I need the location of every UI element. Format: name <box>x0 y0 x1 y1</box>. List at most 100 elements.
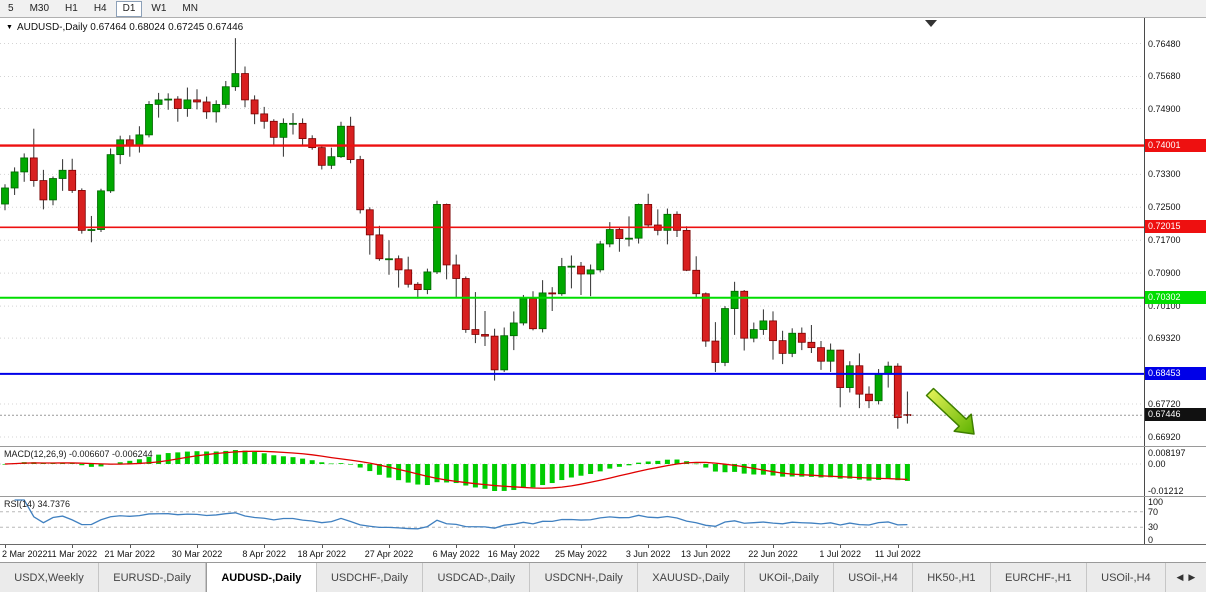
macd-histogram-bar <box>261 453 267 465</box>
chart-tab-usdxweekly[interactable]: USDX,Weekly <box>0 563 99 592</box>
rsi-indicator-label: RSI(14) 34.7376 <box>4 499 71 509</box>
macd-histogram-bar <box>175 452 181 465</box>
macd-histogram-bar <box>597 464 603 472</box>
macd-axis[interactable]: 0.008197 0.00 -0.01212 <box>1144 447 1206 496</box>
candle-body <box>433 204 441 273</box>
tabs-scroll-right-icon[interactable]: ▶ <box>1188 572 1196 582</box>
macd-axis-label: 0.008197 <box>1148 448 1186 458</box>
macd-histogram-bar <box>722 464 728 473</box>
macd-histogram-bar <box>376 464 382 475</box>
timeframe-button-w1[interactable]: W1 <box>151 2 167 14</box>
timeframe-button-d1[interactable]: D1 <box>115 0 143 17</box>
price-axis-label: 0.70900 <box>1148 268 1181 279</box>
candlestick-chart[interactable] <box>0 18 1144 446</box>
macd-histogram-bar <box>252 451 258 465</box>
macd-histogram-bar <box>2 464 8 465</box>
candle-body <box>903 414 912 416</box>
candle-body <box>106 154 115 192</box>
macd-histogram-bar <box>799 464 805 477</box>
candle-body <box>481 334 489 337</box>
chart-tab-usoilh4[interactable]: USOil-,H4 <box>833 563 913 592</box>
chart-tab-xauusddaily[interactable]: XAUUSD-,Daily <box>638 563 745 592</box>
rsi-chart[interactable] <box>0 497 1144 544</box>
macd-histogram-bar <box>146 456 152 465</box>
price-axis[interactable]: 0.76480 0.75680 0.74900 0.73300 0.72500 0.717… <box>1144 18 1206 446</box>
date-label: 30 Mar 2022 <box>171 549 223 559</box>
macd-chart[interactable] <box>0 447 1144 496</box>
candle-body <box>893 365 902 419</box>
candle-body <box>20 157 29 173</box>
trend-arrow-annotation[interactable] <box>925 387 975 435</box>
candle-body <box>577 265 585 275</box>
candle-body <box>673 213 681 231</box>
macd-histogram-bar <box>904 464 910 481</box>
time-axis-tick <box>456 545 458 548</box>
candle-body <box>567 265 576 268</box>
candle-body <box>788 332 797 354</box>
macd-histogram-bar <box>405 464 411 483</box>
price-line-label: 0.72015 <box>1145 220 1206 234</box>
price-axis-label: 0.66920 <box>1148 431 1181 442</box>
chart-tab-usdcaddaily[interactable]: USDCAD-,Daily <box>423 563 531 592</box>
macd-histogram-bar <box>607 464 613 469</box>
candle-body <box>615 229 624 239</box>
macd-histogram-bar <box>319 462 325 465</box>
macd-histogram-bar <box>127 460 133 465</box>
macd-histogram-bar <box>482 464 488 489</box>
candle-body <box>509 322 518 337</box>
chart-tab-eurusddaily[interactable]: EURUSD-,Daily <box>98 563 207 592</box>
macd-histogram-bar <box>885 464 891 479</box>
macd-histogram-bar <box>645 461 651 465</box>
macd-histogram-bar <box>760 464 766 475</box>
price-axis-label: 0.73300 <box>1148 169 1181 180</box>
macd-indicator-pane[interactable]: MACD(12,26,9) -0.006607 -0.006244 0.0081… <box>0 446 1206 496</box>
time-axis-tick <box>648 545 650 548</box>
chart-tab-hk50h1[interactable]: HK50-,H1 <box>912 563 991 592</box>
candle-body <box>663 213 672 231</box>
timeframe-button-5[interactable]: 5 <box>8 2 14 14</box>
candle-body <box>231 73 240 88</box>
time-axis-tick <box>389 545 390 548</box>
time-axis-tick <box>840 545 842 548</box>
macd-histogram-bar <box>636 462 642 465</box>
candle-body <box>557 266 566 295</box>
chart-shift-marker[interactable] <box>925 20 937 27</box>
candle-body <box>605 229 614 245</box>
time-axis[interactable]: 2 Mar 2022 11 Mar 2022 21 Mar 2022 30 Mar 2… <box>0 544 1206 562</box>
candle-body <box>423 271 432 291</box>
date-label: 11 Jul 2022 <box>874 549 921 559</box>
chart-tab-usdchfdaily[interactable]: USDCHF-,Daily <box>316 563 424 592</box>
macd-histogram-bar <box>741 464 747 474</box>
candle-body <box>365 209 374 236</box>
macd-histogram-bar <box>664 459 670 465</box>
timeframe-button-h1[interactable]: H1 <box>65 2 78 14</box>
timeframe-button-mn[interactable]: MN <box>182 2 198 14</box>
timeframe-button-h4[interactable]: H4 <box>93 2 107 14</box>
macd-histogram-bar <box>348 464 354 465</box>
chart-tab-usdcnhdaily[interactable]: USDCNH-,Daily <box>530 563 639 592</box>
rsi-indicator-pane[interactable]: RSI(14) 34.7376 100 70 30 0 <box>0 496 1206 545</box>
chart-tab-usoilh4[interactable]: USOil-,H4 <box>1086 563 1166 592</box>
chart-tab-ukoildaily[interactable]: UKOil-,Daily <box>744 563 834 592</box>
macd-histogram-bar <box>386 464 392 478</box>
tabs-scroll-left-icon[interactable]: ◀ <box>1176 572 1184 582</box>
candle-body <box>644 204 653 226</box>
time-axis-tick <box>321 545 323 548</box>
rsi-axis-label: 30 <box>1148 522 1159 533</box>
rsi-axis[interactable]: 100 70 30 0 <box>1144 497 1206 545</box>
macd-histogram-bar <box>540 464 546 486</box>
candle-body <box>116 139 125 156</box>
macd-histogram-bar <box>712 464 718 472</box>
chart-tab-eurchfh1[interactable]: EURCHF-,H1 <box>990 563 1087 592</box>
price-chart-pane[interactable]: ▼ AUDUSD-,Daily 0.67464 0.68024 0.67245 … <box>0 18 1206 446</box>
candle-body <box>317 147 326 166</box>
macd-histogram-bar <box>156 454 162 465</box>
timeframe-button-m30[interactable]: M30 <box>29 2 50 14</box>
date-label: 21 Mar 2022 <box>104 549 156 559</box>
time-axis-tick <box>5 545 6 548</box>
time-axis-tick <box>773 545 774 548</box>
macd-histogram-bar <box>165 453 171 465</box>
candle-body <box>77 190 86 231</box>
date-label: 22 Jun 2022 <box>748 549 798 559</box>
chart-tab-audusddaily[interactable]: AUDUSD-,Daily <box>206 563 317 592</box>
